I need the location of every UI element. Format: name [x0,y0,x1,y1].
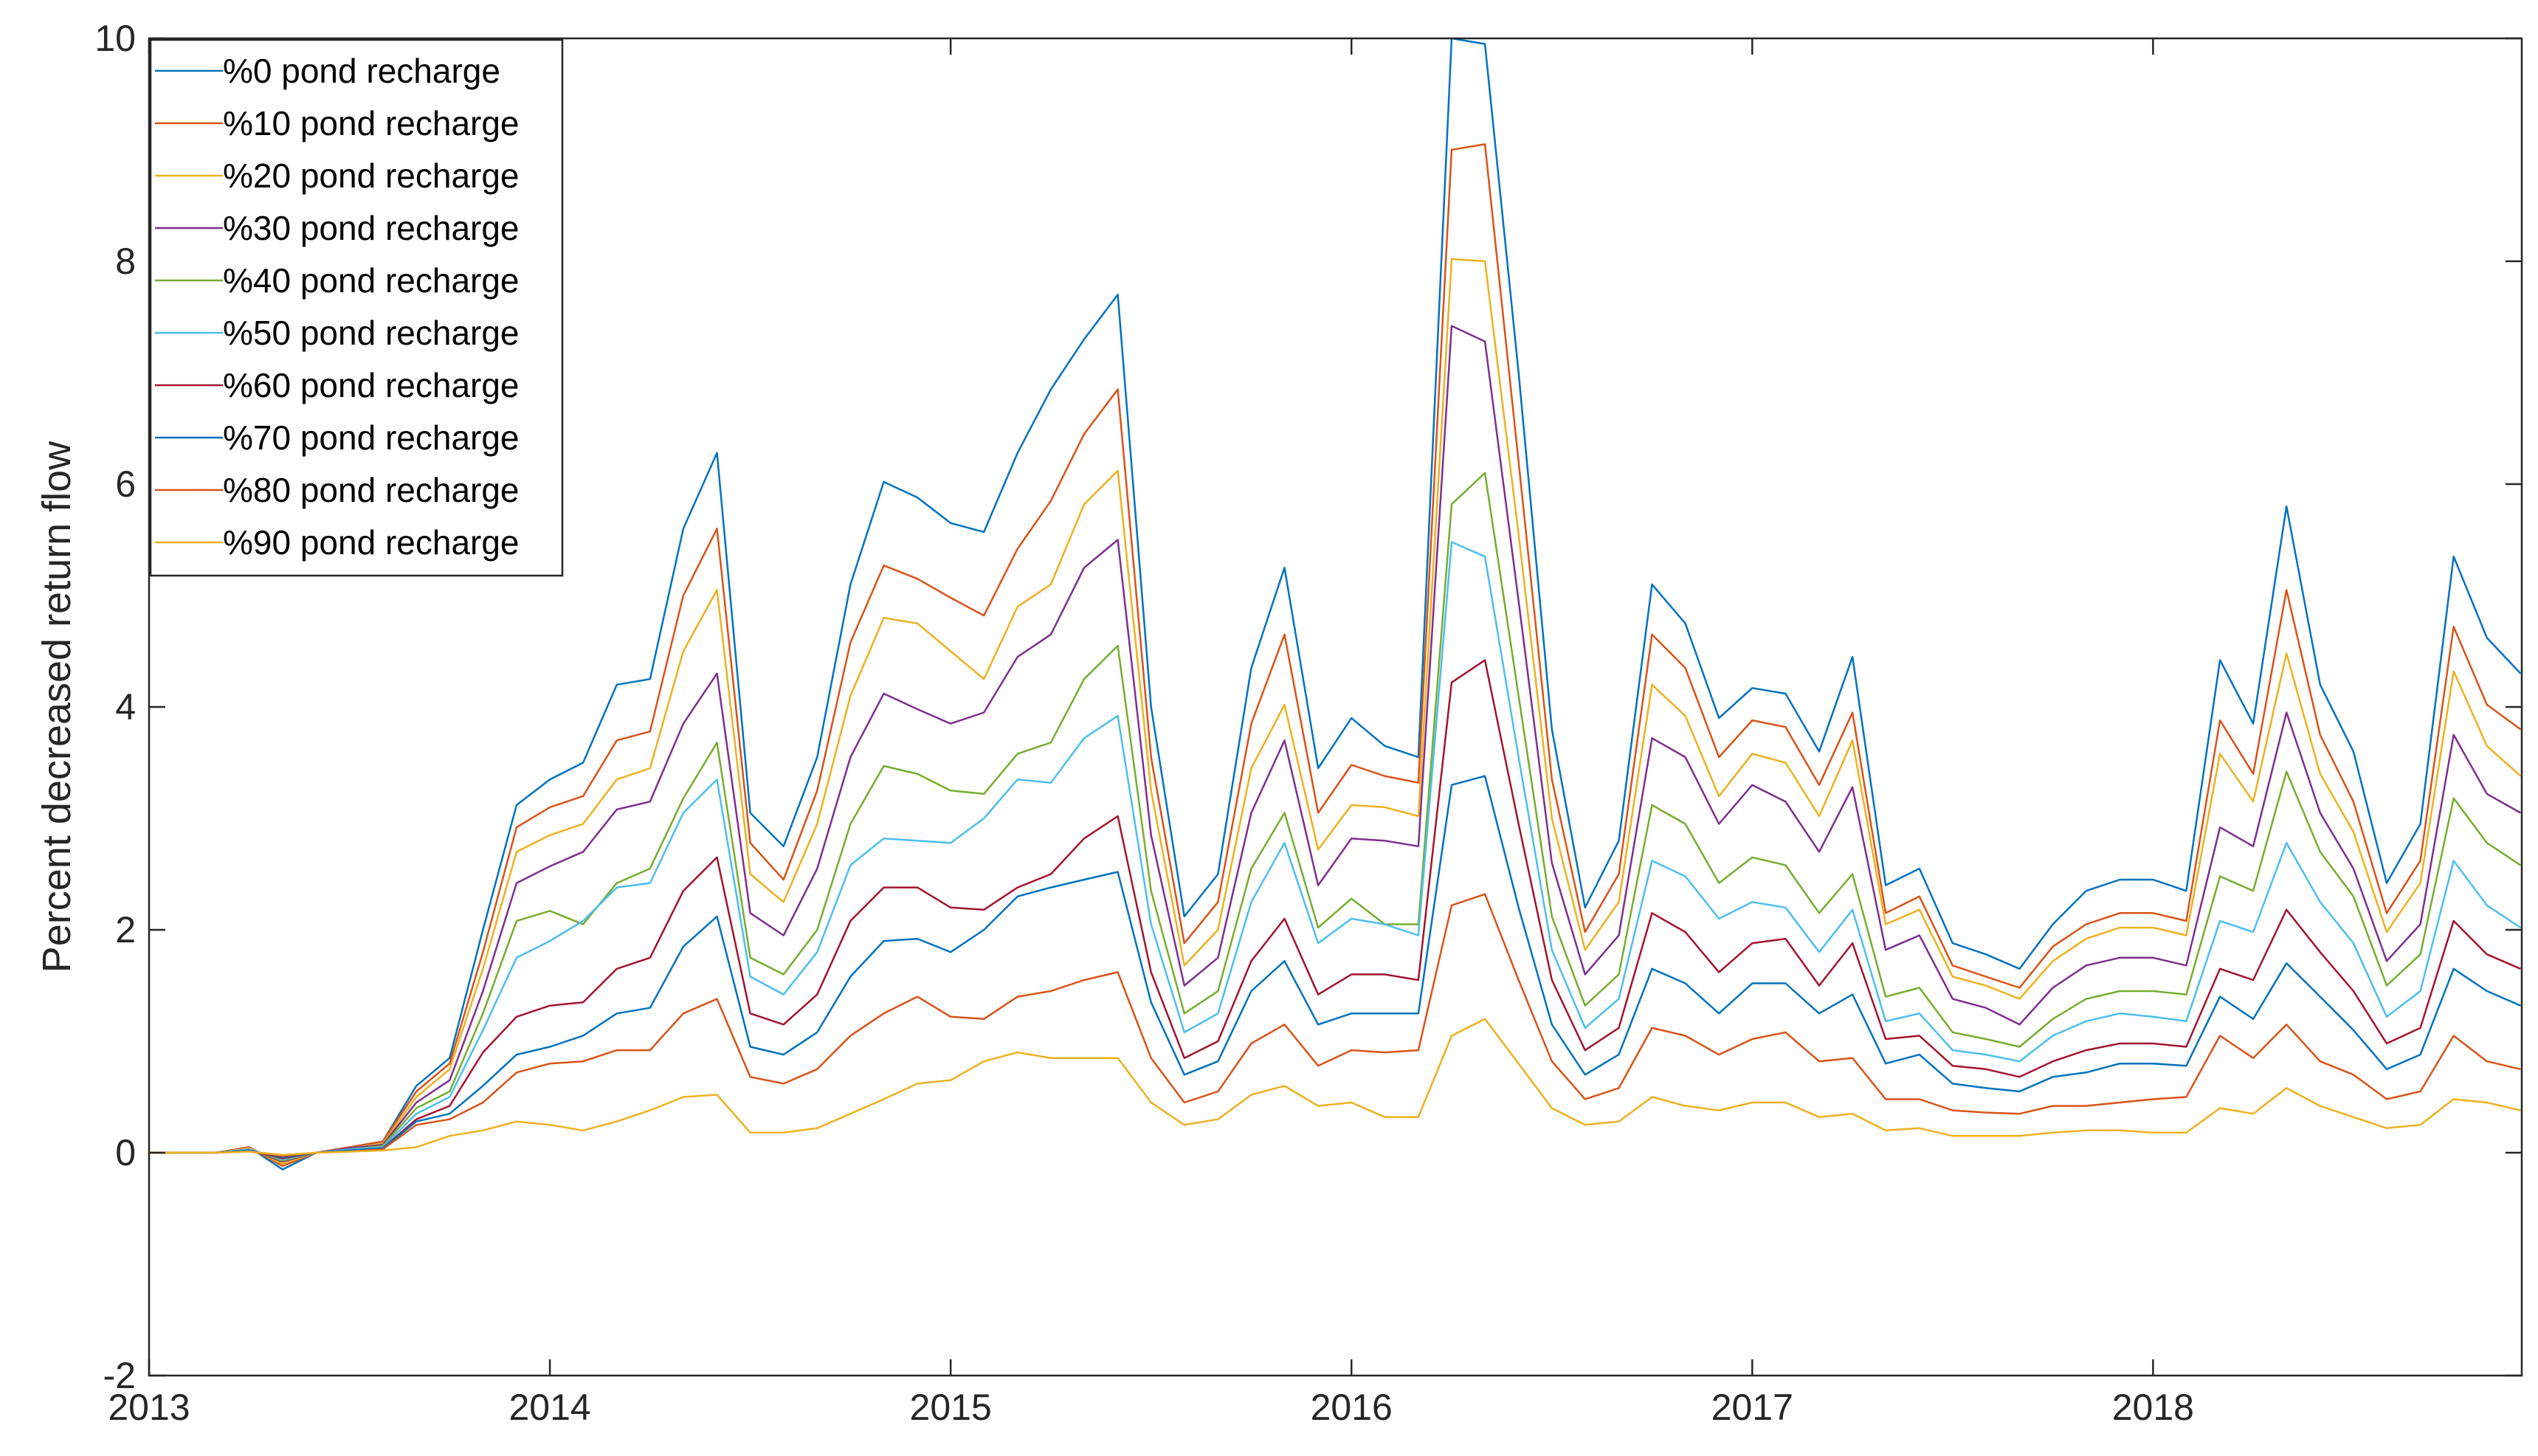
series-line-5 [149,541,2522,1161]
legend-label-9: %90 pond recharge [223,523,520,562]
y-axis-title: Percent decreased return flow [35,441,79,973]
legend-label-1: %10 pond recharge [223,104,520,142]
legend-label-4: %40 pond recharge [223,261,520,300]
series-line-2 [149,258,2522,1165]
legend-box [149,38,564,577]
x-tick-label: 2016 [1311,1387,1393,1428]
y-tick-label: 4 [115,686,136,728]
series-line-7 [149,775,2521,1159]
x-tick-label: 2017 [1711,1387,1793,1428]
series-line-3 [149,325,2522,1163]
legend-label-5: %50 pond recharge [223,314,520,352]
y-tick-label: 6 [115,463,136,505]
legend: %0 pond recharge %10 pond recharge %20 pon… [149,38,564,577]
x-tick-label: 2013 [108,1387,190,1428]
series-layer [149,37,2522,1170]
legend-label-8: %80 pond recharge [223,471,520,509]
y-tick-label: 10 [94,18,136,59]
x-tick-label: 2015 [910,1387,992,1428]
series-line-9 [149,1018,2521,1156]
series-line-8 [149,893,2521,1157]
y-axis: -2 0 2 4 6 8 10 [94,18,2522,1396]
series-line-6 [149,659,2521,1159]
series-line-4 [149,472,2522,1162]
series-line-1 [149,143,2522,1167]
x-tick-label: 2014 [508,1387,590,1428]
legend-label-3: %30 pond recharge [223,209,520,247]
x-axis: 2013 2014 2015 2016 2017 2018 [108,38,2194,1428]
series-line-0 [149,37,2522,1170]
legend-label-7: %70 pond recharge [223,418,520,457]
y-tick-label: -2 [103,1355,136,1396]
legend-label-0: %0 pond recharge [223,52,500,90]
y-tick-label: 0 [115,1132,136,1173]
legend-label-6: %60 pond recharge [223,366,520,404]
y-tick-label: 8 [115,241,136,282]
y-tick-label: 2 [115,909,136,950]
x-tick-label: 2018 [2112,1387,2194,1428]
legend-label-2: %20 pond recharge [223,156,520,195]
